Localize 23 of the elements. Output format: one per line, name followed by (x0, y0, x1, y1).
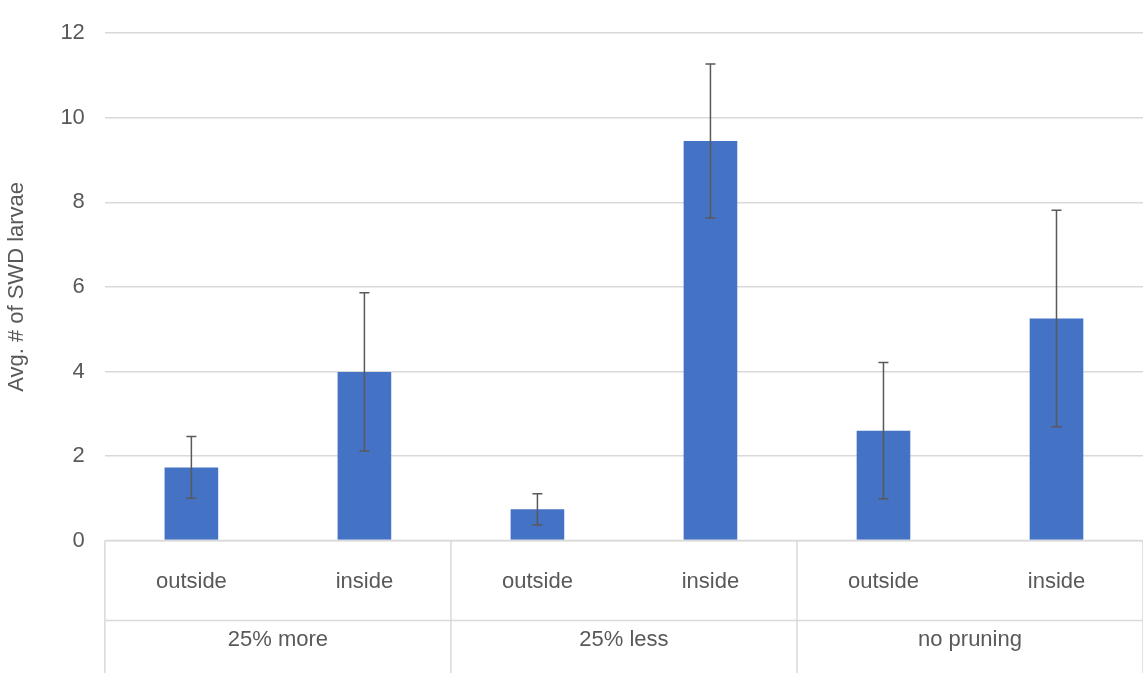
x-tick-label: inside (681, 567, 740, 593)
y-tick-label: 0 (72, 526, 85, 552)
bar (337, 371, 392, 540)
bar (1029, 318, 1084, 540)
text: no pruning (917, 625, 1022, 651)
y-tick-label: 2 (72, 442, 85, 468)
y-tick-label: 4 (72, 357, 85, 383)
y-tick-label: 10 (60, 103, 85, 129)
text: 25% less (579, 625, 669, 651)
bar (683, 141, 738, 540)
y-tick-label: 8 (72, 188, 85, 214)
x-tick-label: outside (155, 567, 227, 593)
y-tick-label: 12 (60, 19, 85, 45)
x-tick-label: outside (847, 567, 919, 593)
bar (510, 509, 565, 540)
y-tick-label: 6 (72, 272, 85, 298)
bar (164, 467, 219, 540)
x-tick-label: inside (335, 567, 394, 593)
text: 25% more (227, 625, 329, 651)
y-axis-title: Avg. # of SWD larvae (3, 181, 29, 392)
x-tick-label: outside (501, 567, 573, 593)
bar (856, 430, 911, 540)
x-tick-label: inside (1027, 567, 1086, 593)
